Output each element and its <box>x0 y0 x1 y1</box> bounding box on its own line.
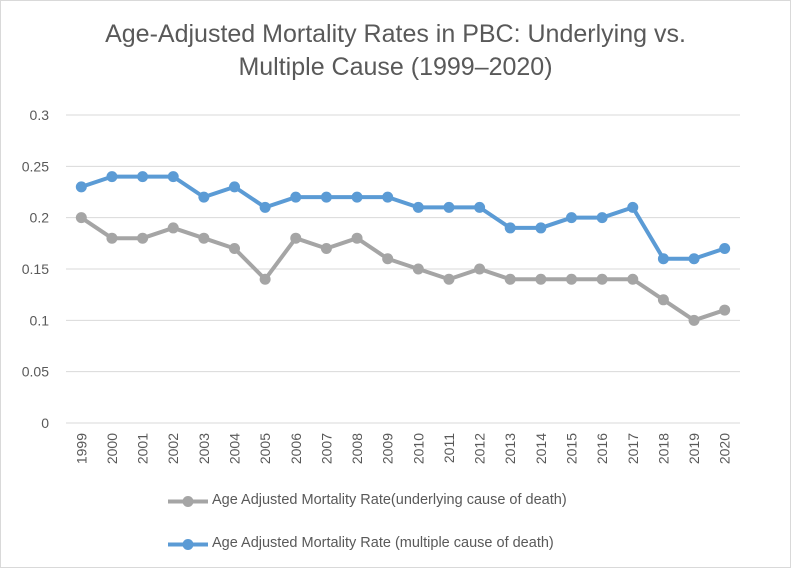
y-axis-ticks: 0 0.05 0.1 0.15 0.2 0.25 0.3 <box>22 107 49 431</box>
x-tick-label: 2006 <box>288 433 304 464</box>
x-tick-label: 1999 <box>73 433 89 464</box>
data-point <box>566 273 577 285</box>
x-tick-label: 2017 <box>625 433 641 464</box>
series-line-1 <box>79 174 727 261</box>
legend-swatch-multiple <box>168 539 208 550</box>
x-tick-label: 2012 <box>472 433 488 464</box>
data-point <box>627 273 639 285</box>
x-tick-label: 2007 <box>318 433 334 464</box>
x-tick-label: 2003 <box>196 433 212 464</box>
data-point <box>198 232 210 244</box>
x-tick-label: 2001 <box>135 433 151 464</box>
data-point <box>474 201 486 213</box>
data-point <box>688 314 700 326</box>
chart-title-line-2: Multiple Cause (1999–2020) <box>238 53 553 81</box>
data-point <box>504 222 516 234</box>
data-point <box>75 212 87 224</box>
y-tick-label: 0.2 <box>30 210 50 226</box>
data-point <box>443 273 455 285</box>
data-point <box>382 253 394 265</box>
x-tick-label: 2005 <box>257 433 273 464</box>
data-point <box>167 222 179 234</box>
data-point <box>443 201 455 213</box>
x-tick-label: 2004 <box>227 433 243 464</box>
x-tick-label: 2011 <box>441 433 457 463</box>
legend-swatch-underlying <box>168 496 208 507</box>
series-1 <box>75 171 731 265</box>
data-point <box>627 201 639 213</box>
gridlines <box>66 114 740 424</box>
data-point <box>259 201 271 213</box>
x-tick-label: 2013 <box>502 433 518 464</box>
data-point <box>106 171 118 183</box>
x-tick-label: 2016 <box>594 433 610 464</box>
data-point <box>566 212 577 224</box>
x-tick-label: 2010 <box>410 433 426 464</box>
data-point <box>137 171 149 183</box>
data-point <box>290 232 302 244</box>
x-tick-label: 2015 <box>564 433 580 464</box>
data-point <box>535 273 547 285</box>
data-point <box>167 171 179 183</box>
chart-title: Age-Adjusted Mortality Rates in PBC: Und… <box>0 18 791 84</box>
data-point <box>259 273 271 285</box>
series-group <box>75 171 731 326</box>
data-point <box>229 242 240 254</box>
x-tick-label: 2018 <box>655 433 671 464</box>
data-point <box>320 191 332 203</box>
data-point <box>657 294 669 306</box>
data-point <box>657 253 669 265</box>
x-tick-label: 2014 <box>533 433 549 464</box>
y-tick-label: 0.1 <box>30 312 50 328</box>
y-tick-label: 0.3 <box>30 107 50 123</box>
y-tick-label: 0.25 <box>22 158 49 174</box>
legend-label-multiple: Age Adjusted Mortality Rate (multiple ca… <box>212 535 554 551</box>
data-point <box>412 263 424 275</box>
data-point <box>688 253 700 265</box>
data-point <box>320 242 332 254</box>
data-point <box>382 191 394 203</box>
data-point <box>719 242 731 254</box>
chart-title-line-1: Age-Adjusted Mortality Rates in PBC: Und… <box>105 20 686 48</box>
x-tick-label: 2002 <box>165 433 181 464</box>
y-tick-label: 0.15 <box>22 261 49 277</box>
x-tick-label: 2019 <box>686 433 702 464</box>
data-point <box>719 304 731 316</box>
data-point <box>351 191 363 203</box>
data-point <box>474 263 486 275</box>
legend-label-underlying: Age Adjusted Mortality Rate(underlying c… <box>212 492 567 508</box>
data-point <box>596 212 608 224</box>
y-tick-label: 0 <box>41 415 49 431</box>
data-point <box>351 232 363 244</box>
data-point <box>198 191 210 203</box>
x-axis-ticks: 1999 2000 2001 2002 2003 2004 2005 2006 2007 2008… <box>73 433 732 464</box>
x-tick-label: 2009 <box>380 433 396 464</box>
x-tick-label: 2008 <box>349 433 365 464</box>
data-point <box>229 181 240 193</box>
data-point <box>596 273 608 285</box>
data-point <box>106 232 118 244</box>
data-point <box>412 201 424 213</box>
series-line-0 <box>79 215 727 323</box>
data-point <box>504 273 516 285</box>
y-tick-label: 0.05 <box>22 364 49 380</box>
data-point <box>535 222 547 234</box>
data-point <box>75 181 87 193</box>
data-point <box>137 232 149 244</box>
x-tick-label: 2000 <box>104 433 120 464</box>
series-0 <box>75 212 731 326</box>
legend-swatch-underlying-marker <box>182 496 194 507</box>
data-point <box>290 191 302 203</box>
x-tick-label: 2020 <box>717 433 733 464</box>
legend-swatch-multiple-marker <box>182 539 194 550</box>
